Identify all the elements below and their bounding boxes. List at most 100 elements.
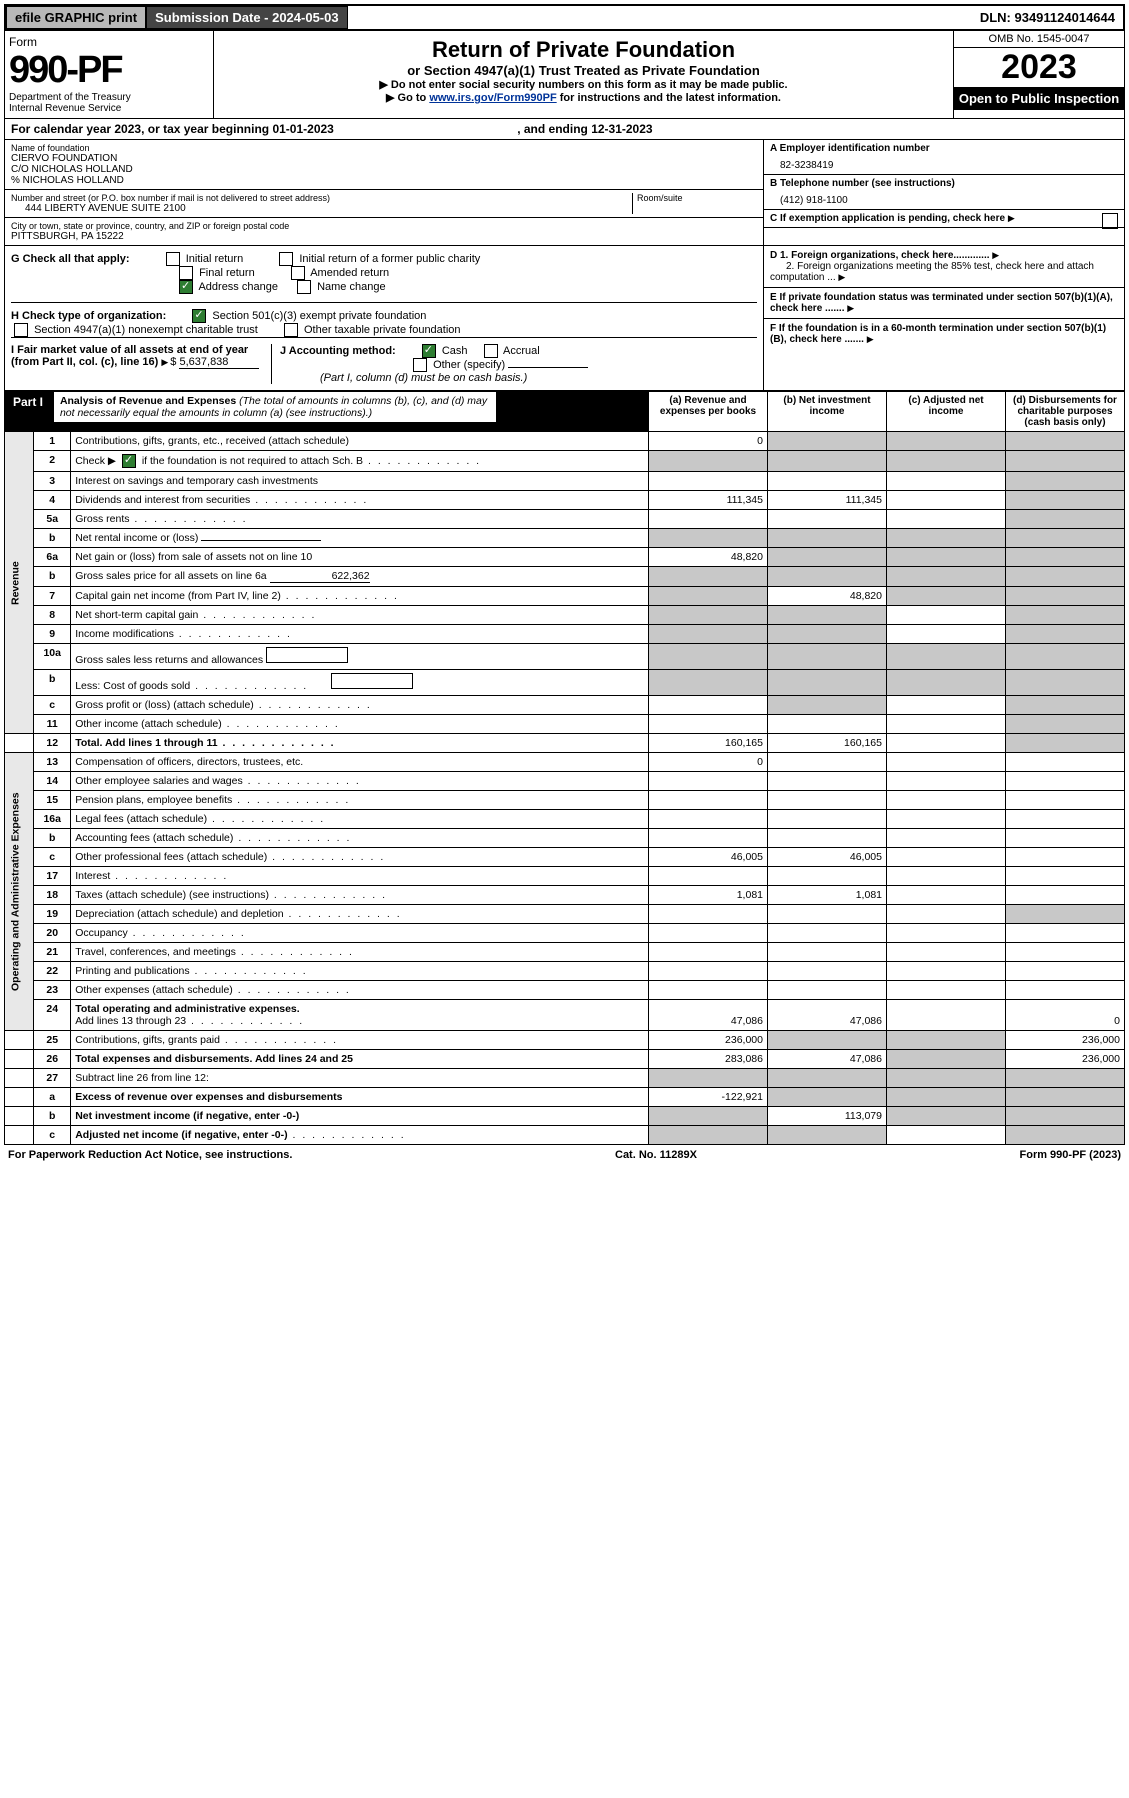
check-sections: G Check all that apply: Initial return I…	[4, 246, 1125, 391]
4947-checkbox[interactable]	[14, 323, 28, 337]
header-center: Return of Private Foundation or Section …	[214, 31, 953, 118]
amended-return-checkbox[interactable]	[291, 266, 305, 280]
lineno: 23	[34, 981, 71, 1000]
submission-date: Submission Date - 2024-05-03	[146, 6, 348, 29]
val-a: -122,921	[649, 1088, 768, 1107]
val-a: 160,165	[649, 734, 768, 753]
line-6a: 6aNet gain or (loss) from sale of assets…	[5, 548, 1125, 567]
arrow-icon	[838, 272, 847, 283]
line-desc: Interest on savings and temporary cash i…	[71, 472, 649, 491]
lineno: 20	[34, 924, 71, 943]
lineno: 11	[34, 715, 71, 734]
lineno: c	[34, 696, 71, 715]
line-desc: Gross sales price for all assets on line…	[75, 570, 266, 582]
val-d: 0	[1006, 1000, 1125, 1031]
line-desc: Income modifications	[75, 628, 174, 640]
val-d: 236,000	[1006, 1050, 1125, 1069]
line-desc: Printing and publications	[75, 965, 189, 977]
line-desc: Travel, conferences, and meetings	[75, 946, 236, 958]
check-right: D 1. Foreign organizations, check here..…	[763, 246, 1124, 390]
f-text: F If the foundation is in a 60-month ter…	[770, 323, 1106, 345]
10a-box[interactable]	[266, 647, 348, 663]
line-11: 11Other income (attach schedule)	[5, 715, 1125, 734]
val-d: 236,000	[1006, 1031, 1125, 1050]
ein-row: A Employer identification number 82-3238…	[764, 140, 1124, 175]
footer-left: For Paperwork Reduction Act Notice, see …	[8, 1149, 292, 1161]
501c3-checkbox[interactable]	[192, 309, 206, 323]
irs: Internal Revenue Service	[9, 103, 209, 114]
g-former: Initial return of a former public charit…	[299, 253, 480, 265]
name-change-checkbox[interactable]	[297, 280, 311, 294]
initial-return-checkbox[interactable]	[166, 252, 180, 266]
addr: 444 LIBERTY AVENUE SUITE 2100	[11, 203, 632, 214]
10b-box[interactable]	[331, 673, 413, 689]
e-row: E If private foundation status was termi…	[764, 288, 1124, 319]
c-row: C If exemption application is pending, c…	[764, 210, 1124, 228]
irs-link[interactable]: www.irs.gov/Form990PF	[429, 92, 556, 104]
l2-pre: Check ▶	[75, 455, 116, 467]
final-return-checkbox[interactable]	[179, 266, 193, 280]
footer-right: Form 990-PF (2023)	[1020, 1149, 1121, 1161]
line-16b: bAccounting fees (attach schedule)	[5, 829, 1125, 848]
lineno: 9	[34, 625, 71, 644]
lineno: 2	[34, 451, 71, 472]
line-desc: Net rental income or (loss)	[75, 532, 198, 544]
check-left: G Check all that apply: Initial return I…	[5, 246, 763, 390]
other-specify[interactable]	[508, 367, 588, 368]
other-taxable-checkbox[interactable]	[284, 323, 298, 337]
expenses-side-label: Operating and Administrative Expenses	[5, 753, 34, 1031]
footer-mid: Cat. No. 11289X	[615, 1149, 697, 1161]
c-checkbox[interactable]	[1102, 213, 1118, 229]
city-row: City or town, state or province, country…	[5, 218, 763, 245]
part1-badge: Part I	[5, 392, 51, 412]
initial-former-checkbox[interactable]	[279, 252, 293, 266]
val-b: 48,820	[768, 587, 887, 606]
lineno: 5a	[34, 510, 71, 529]
line-desc: Pension plans, employee benefits	[75, 794, 232, 806]
revenue-side-label: Revenue	[5, 432, 34, 734]
cash-checkbox[interactable]	[422, 344, 436, 358]
lineno: 16a	[34, 810, 71, 829]
line-27b: bNet investment income (if negative, ent…	[5, 1107, 1125, 1126]
line-desc: Other employee salaries and wages	[75, 775, 243, 787]
schb-checkbox[interactable]	[122, 454, 136, 468]
efile-button[interactable]: efile GRAPHIC print	[6, 6, 146, 29]
line-desc: Adjusted net income (if negative, enter …	[75, 1129, 287, 1141]
address-change-checkbox[interactable]	[179, 280, 193, 294]
f-row: F If the foundation is in a 60-month ter…	[764, 319, 1124, 349]
val-a: 0	[649, 432, 768, 451]
g-amended: Amended return	[310, 267, 389, 279]
lineno: 26	[34, 1050, 71, 1069]
line-25: 25Contributions, gifts, grants paid236,0…	[5, 1031, 1125, 1050]
val-b: 111,345	[768, 491, 887, 510]
city-label: City or town, state or province, country…	[11, 221, 757, 231]
header-left: Form 990-PF Department of the Treasury I…	[5, 31, 214, 118]
g-final: Final return	[199, 267, 255, 279]
5b-input[interactable]	[201, 540, 321, 541]
line-20: 20Occupancy	[5, 924, 1125, 943]
dept: Department of the Treasury	[9, 92, 209, 103]
city: PITTSBURGH, PA 15222	[11, 231, 757, 242]
form-subtitle: or Section 4947(a)(1) Trust Treated as P…	[220, 63, 947, 78]
val-a: 47,086	[649, 1000, 768, 1031]
line-10a: 10aGross sales less returns and allowanc…	[5, 644, 1125, 670]
line-3: 3Interest on savings and temporary cash …	[5, 472, 1125, 491]
j-cash: Cash	[442, 345, 468, 357]
other-method-checkbox[interactable]	[413, 358, 427, 372]
line-1: Revenue 1Contributions, gifts, grants, e…	[5, 432, 1125, 451]
foundation-pct: % NICHOLAS HOLLAND	[11, 175, 757, 186]
calendar-year-row: For calendar year 2023, or tax year begi…	[4, 119, 1125, 140]
line-desc: Subtract line 26 from line 12:	[71, 1069, 649, 1088]
line-desc: Depreciation (attach schedule) and deple…	[75, 908, 283, 920]
line-5a: 5aGross rents	[5, 510, 1125, 529]
arrow-icon	[161, 356, 170, 368]
val-a: 283,086	[649, 1050, 768, 1069]
lineno: 24	[34, 1000, 71, 1031]
calyear-end: 12-31-2023	[591, 122, 652, 136]
arrow-icon	[867, 334, 876, 345]
accrual-checkbox[interactable]	[484, 344, 498, 358]
line-22: 22Printing and publications	[5, 962, 1125, 981]
ein-label: A Employer identification number	[770, 143, 1118, 154]
note-link: ▶ Go to www.irs.gov/Form990PF for instru…	[220, 91, 947, 104]
val-a: 0	[649, 753, 768, 772]
